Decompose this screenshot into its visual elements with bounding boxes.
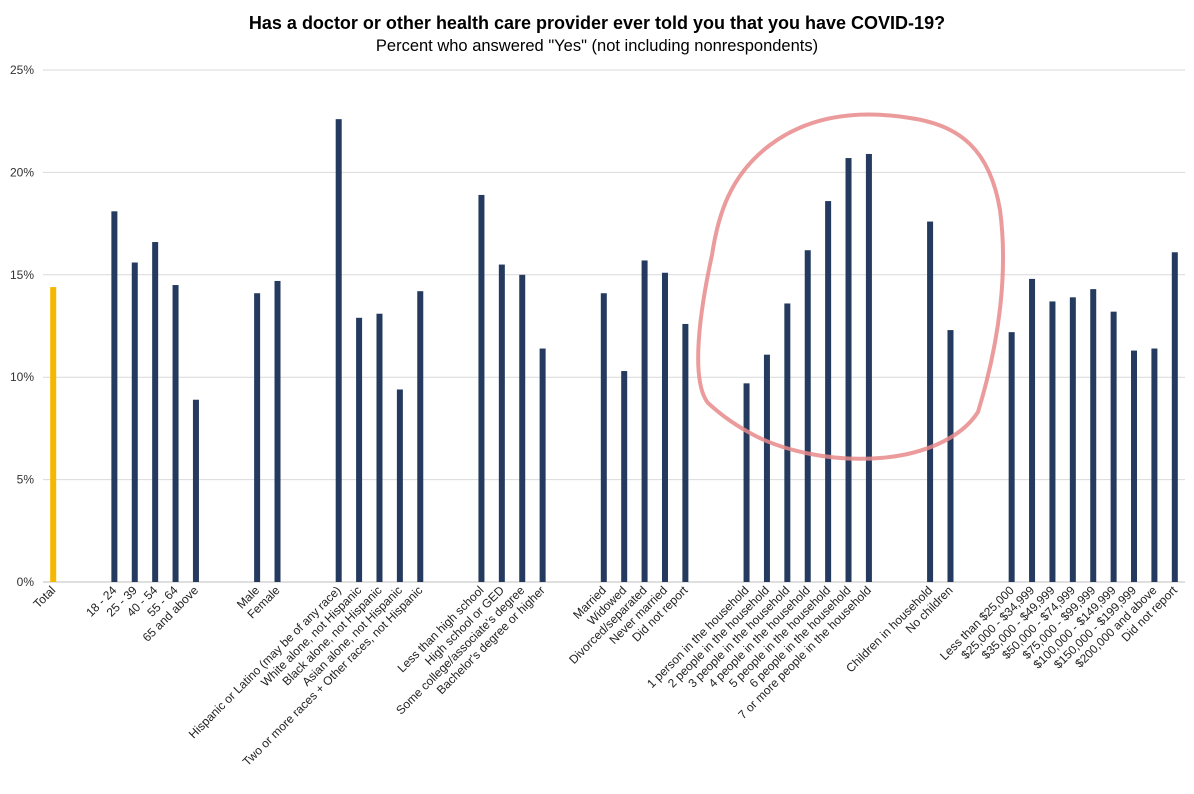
bar bbox=[1171, 252, 1178, 582]
bar bbox=[804, 250, 811, 582]
bar bbox=[152, 242, 159, 583]
y-axis-ticks: 0% 5% 10% 15% 20% 25% bbox=[10, 63, 34, 589]
bar bbox=[621, 371, 628, 582]
bar bbox=[172, 285, 179, 582]
chart-subtitle: Percent who answered "Yes" (not includin… bbox=[376, 37, 818, 55]
bar bbox=[1008, 332, 1015, 582]
y-tick-label: 15% bbox=[10, 268, 34, 282]
bar bbox=[1131, 350, 1138, 582]
x-category-label: Total bbox=[30, 583, 58, 611]
bar bbox=[50, 287, 57, 582]
bar bbox=[927, 221, 934, 582]
bar bbox=[825, 201, 832, 582]
bar bbox=[743, 383, 750, 582]
bar bbox=[1090, 289, 1097, 582]
bar bbox=[498, 264, 505, 582]
bar bbox=[519, 274, 526, 582]
bar bbox=[335, 119, 342, 582]
bar bbox=[396, 389, 403, 582]
gridlines bbox=[43, 69, 1185, 583]
bar bbox=[1029, 278, 1036, 582]
bars bbox=[50, 119, 1178, 583]
bar bbox=[539, 348, 546, 582]
bar bbox=[1151, 348, 1158, 582]
bar bbox=[784, 303, 791, 582]
bar bbox=[845, 158, 852, 582]
bar bbox=[682, 323, 689, 582]
y-tick-label: 0% bbox=[17, 575, 35, 589]
bar bbox=[947, 330, 954, 582]
bar bbox=[1049, 301, 1056, 582]
bar bbox=[356, 317, 363, 582]
y-tick-label: 20% bbox=[10, 165, 34, 179]
y-tick-label: 25% bbox=[10, 63, 34, 77]
y-tick-label: 10% bbox=[10, 370, 34, 384]
bar bbox=[192, 399, 199, 582]
bar bbox=[641, 260, 648, 582]
bar bbox=[376, 313, 383, 582]
bar bbox=[478, 194, 485, 583]
bar bbox=[600, 293, 607, 582]
y-tick-label: 5% bbox=[17, 473, 35, 487]
highlight-annotation-circle bbox=[696, 112, 1006, 461]
bar bbox=[254, 293, 261, 582]
bar bbox=[417, 291, 424, 582]
bar bbox=[865, 153, 872, 582]
bar bbox=[111, 211, 118, 582]
bar bbox=[131, 262, 138, 582]
bar bbox=[763, 354, 770, 582]
bar bbox=[274, 280, 281, 582]
bar bbox=[1069, 297, 1076, 582]
bar bbox=[661, 272, 668, 582]
bar bbox=[1110, 311, 1117, 582]
chart-title: Has a doctor or other health care provid… bbox=[249, 13, 945, 33]
